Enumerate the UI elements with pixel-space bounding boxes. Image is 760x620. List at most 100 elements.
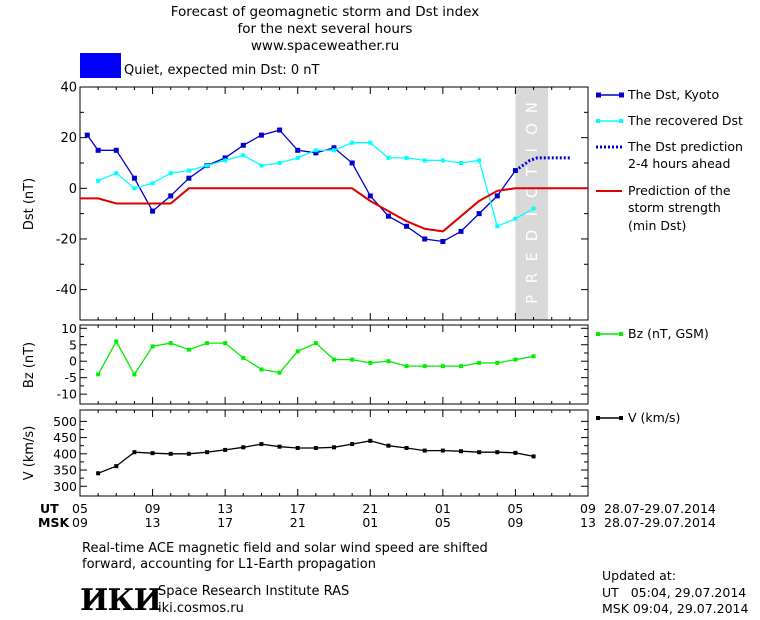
data-point-bz-nt-gsm	[531, 354, 536, 359]
data-point-the-recovered-dst	[350, 140, 355, 145]
data-point-v-km-s	[459, 449, 463, 454]
data-point-the-recovered-dst	[168, 171, 173, 176]
data-point-the-dst-kyoto	[277, 127, 283, 133]
data-point-bz-nt-gsm	[477, 360, 482, 365]
data-point-the-dst-kyoto	[95, 147, 101, 153]
prediction-letter: D	[523, 230, 541, 242]
status-text: Quiet, expected min Dst: 0 nT	[124, 63, 320, 78]
data-point-v-km-s	[259, 442, 264, 447]
data-point-v-km-s	[223, 447, 228, 452]
y-tick-label: 0	[69, 182, 77, 197]
legend-v-label: V (km/s)	[628, 410, 680, 425]
data-point-v-km-s	[96, 471, 101, 476]
legend-dst-prediction-label2: 2-4 hours ahead	[628, 156, 730, 171]
prediction-zone	[515, 87, 549, 320]
prediction-letter: P	[523, 295, 541, 304]
y-tick-label: 350	[53, 463, 77, 478]
y-tick-label: 40	[60, 81, 77, 96]
prediction-letter: O	[523, 123, 541, 135]
updated-ut: UT 05:04, 29.07.2014	[602, 585, 747, 600]
data-point-bz-nt-gsm	[513, 357, 518, 362]
data-point-the-recovered-dst	[132, 186, 137, 191]
data-point-the-dst-kyoto	[313, 150, 319, 156]
data-point-the-recovered-dst	[459, 160, 463, 165]
legend-storm-label1: Prediction of the	[628, 183, 731, 198]
data-point-bz-nt-gsm	[205, 341, 209, 346]
data-point-the-recovered-dst	[295, 155, 300, 160]
data-point-bz-nt-gsm	[386, 359, 391, 364]
data-point-the-dst-kyoto	[258, 132, 264, 138]
institute-link[interactable]: iki.cosmos.ru	[158, 601, 244, 616]
series-line-prediction-of-the-storm-strength-min-dst	[80, 187, 588, 233]
data-point-bz-nt-gsm	[186, 347, 191, 352]
data-point-the-recovered-dst	[150, 181, 155, 186]
data-point-v-km-s	[186, 451, 191, 456]
y-tick-label: 20	[60, 131, 77, 146]
bz-axis-label: Bz (nT)	[22, 342, 37, 388]
data-point-v-km-s	[313, 445, 318, 450]
msk-tick-label: 09	[507, 515, 523, 530]
bz-panel-frame	[79, 324, 589, 405]
data-point-the-recovered-dst	[259, 163, 264, 168]
data-point-the-recovered-dst	[495, 224, 500, 229]
data-point-the-recovered-dst	[477, 158, 482, 163]
data-point-v-km-s	[132, 450, 137, 455]
msk-tick-label: 13	[145, 515, 161, 530]
msk-tick-label: 01	[362, 515, 378, 530]
legend-dst-recovered: The recovered Dst	[596, 113, 743, 128]
data-point-the-recovered-dst	[513, 216, 518, 221]
ut-tick-label: 05	[507, 501, 523, 516]
data-point-the-recovered-dst	[114, 171, 119, 176]
chart-subtitle: for the next several hours	[237, 21, 413, 37]
y-tick-label: 0	[69, 354, 77, 369]
data-point-v-km-s	[422, 448, 427, 453]
data-point-the-dst-kyoto	[240, 142, 246, 148]
prediction-letter: N	[523, 102, 541, 113]
updated-msk: MSK 09:04, 29.07.2014	[602, 601, 749, 616]
msk-tick-label: 17	[217, 515, 233, 530]
legend-dst-kyoto: The Dst, Kyoto	[596, 87, 719, 102]
data-point-bz-nt-gsm	[96, 372, 101, 377]
prediction-label: P R E D I C T I ON	[523, 102, 541, 304]
series-line-bz-nt-gsm	[97, 340, 534, 376]
data-point-v-km-s	[168, 451, 173, 456]
ut-tick-label: 05	[72, 501, 88, 516]
data-point-the-recovered-dst	[332, 148, 336, 153]
data-point-the-dst-kyoto	[404, 223, 410, 229]
data-point-v-km-s	[477, 450, 482, 455]
prediction-letter: C	[523, 188, 541, 198]
prediction-letter: E	[523, 252, 541, 261]
y-tick-label: 5	[69, 337, 77, 352]
data-point-the-dst-kyoto	[295, 147, 301, 153]
legend-dst-recovered-label: The recovered Dst	[627, 113, 743, 128]
y-tick-label: 300	[53, 479, 77, 494]
data-point-the-recovered-dst	[313, 148, 318, 153]
msk-tick-label: 05	[435, 515, 451, 530]
institute-name: Space Research Institute RAS	[158, 584, 350, 599]
prediction-letter: R	[523, 273, 541, 283]
data-point-the-recovered-dst	[96, 178, 101, 183]
ut-tick-label: 21	[362, 501, 378, 516]
legend-dst-prediction: The Dst prediction 2-4 hours ahead	[596, 139, 743, 171]
prediction-letter: I	[523, 212, 541, 216]
data-point-the-dst-kyoto	[113, 147, 119, 153]
data-point-the-recovered-dst	[404, 155, 409, 160]
footer-note-line1: Real-time ACE magnetic field and solar w…	[82, 541, 488, 556]
data-point-bz-nt-gsm	[368, 360, 373, 365]
data-point-the-recovered-dst	[386, 155, 391, 160]
data-point-the-recovered-dst	[241, 153, 246, 158]
msk-date-range: 28.07-29.07.2014	[604, 515, 716, 530]
legend-bz-label: Bz (nT, GSM)	[628, 326, 709, 341]
series-line-the-dst-prediction-2-4-hours-ahead	[514, 156, 570, 172]
legend-dst-prediction-label1: The Dst prediction	[627, 139, 743, 154]
ut-label: UT	[40, 501, 59, 516]
data-point-bz-nt-gsm	[313, 341, 318, 346]
data-point-v-km-s	[205, 450, 209, 455]
msk-tick-label: 09	[72, 515, 88, 530]
data-point-the-recovered-dst	[422, 158, 427, 163]
data-point-bz-nt-gsm	[150, 344, 155, 349]
data-point-v-km-s	[440, 448, 445, 453]
data-point-v-km-s	[350, 442, 355, 447]
website-link[interactable]: www.spaceweather.ru	[250, 38, 400, 54]
